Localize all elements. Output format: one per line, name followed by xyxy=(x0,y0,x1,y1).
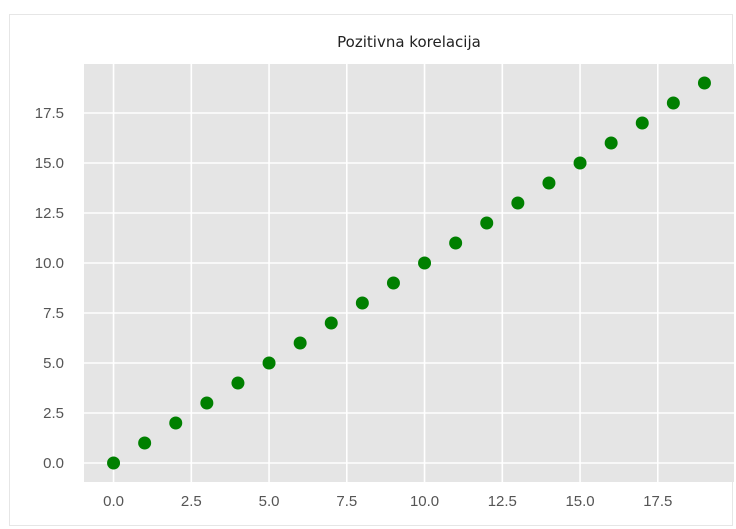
x-tick-label: 7.5 xyxy=(336,493,357,510)
data-point xyxy=(635,116,649,130)
x-tick-label: 15.0 xyxy=(565,493,594,510)
grid-lines xyxy=(84,64,734,482)
data-points xyxy=(107,76,711,470)
chart-title: Pozitivna korelacija xyxy=(337,33,481,51)
data-point xyxy=(355,296,369,310)
data-point xyxy=(666,96,680,110)
y-tick-label: 15.0 xyxy=(35,155,64,172)
data-point xyxy=(138,436,152,450)
y-tick-label: 2.5 xyxy=(43,405,64,422)
x-tick-label: 2.5 xyxy=(181,493,202,510)
y-tick-label: 12.5 xyxy=(35,205,64,222)
y-tick-label: 0.0 xyxy=(43,455,64,472)
y-tick-label: 10.0 xyxy=(35,255,64,272)
data-point xyxy=(200,396,214,410)
plot-area xyxy=(84,64,734,482)
x-tick-label: 12.5 xyxy=(488,493,517,510)
data-point xyxy=(449,236,463,250)
x-tick-label: 0.0 xyxy=(103,493,124,510)
data-point xyxy=(542,176,556,190)
y-tick-label: 17.5 xyxy=(35,105,64,122)
x-tick-label: 5.0 xyxy=(259,493,280,510)
data-point xyxy=(604,136,618,150)
data-point xyxy=(511,196,525,210)
x-tick-label: 17.5 xyxy=(643,493,672,510)
x-axis-tick-labels: 0.0 2.5 5.0 7.5 10.0 12.5 15.0 17.5 xyxy=(103,493,672,510)
data-point xyxy=(107,456,121,470)
data-point xyxy=(262,356,276,370)
data-point xyxy=(480,216,494,230)
y-tick-label: 7.5 xyxy=(43,305,64,322)
data-point xyxy=(293,336,307,350)
data-point xyxy=(231,376,245,390)
data-point xyxy=(386,276,400,290)
data-point xyxy=(324,316,338,330)
data-point xyxy=(697,76,711,90)
data-point xyxy=(573,156,587,170)
data-point xyxy=(169,416,183,430)
data-point xyxy=(418,256,432,270)
y-axis-tick-labels: 0.0 2.5 5.0 7.5 10.0 12.5 15.0 17.5 xyxy=(35,105,64,472)
y-tick-label: 5.0 xyxy=(43,355,64,372)
x-tick-label: 10.0 xyxy=(410,493,439,510)
